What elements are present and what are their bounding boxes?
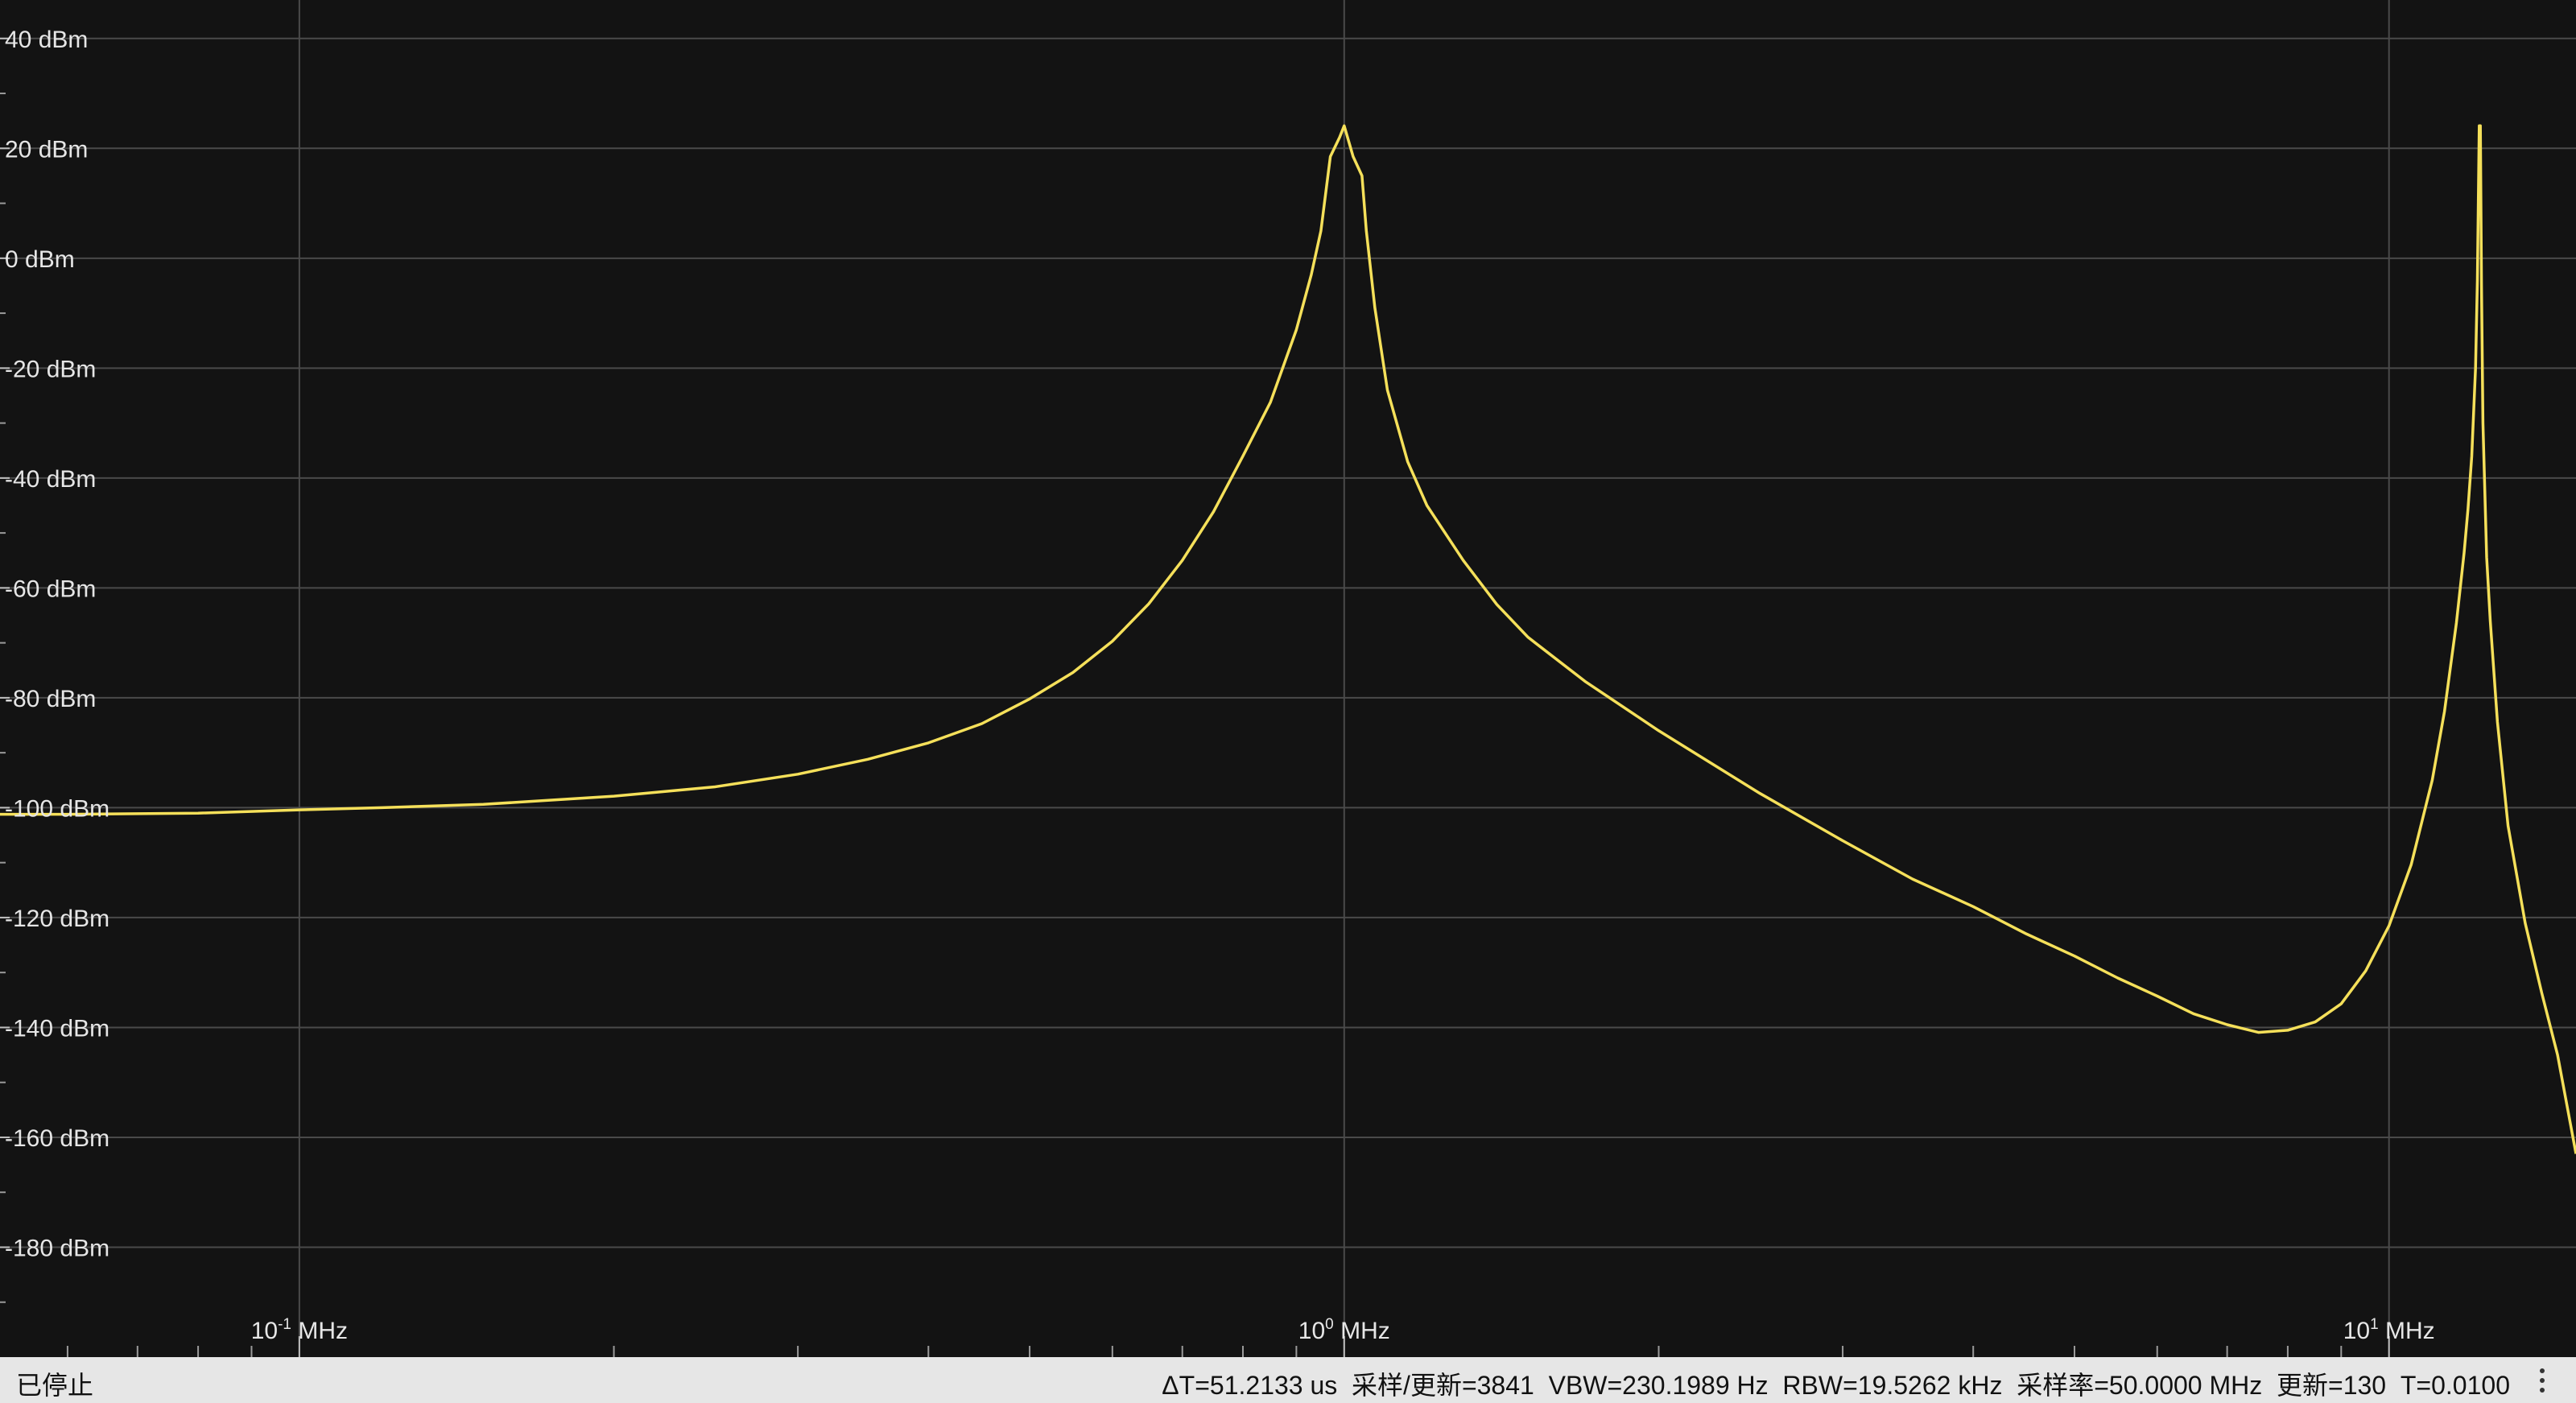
vertical-ellipsis-icon [2540,1378,2545,1383]
y-tick-label: -100 dBm [5,795,109,822]
y-tick-label: 20 dBm [5,136,88,163]
y-tick-label: 40 dBm [5,27,88,53]
y-tick-label: -140 dBm [5,1015,109,1042]
axis-ticks [0,37,2390,1357]
vertical-ellipsis-icon [2540,1388,2545,1393]
x-tick-label: 101 MHz [2343,1316,2435,1344]
plot-background [0,0,2576,1357]
x-tick-label: 100 MHz [1298,1316,1390,1344]
spectrum-trace [0,124,2576,1154]
run-state: 已停止 [16,1371,94,1400]
vertical-ellipsis-icon [2540,1368,2545,1373]
y-tick-label: -120 dBm [5,906,109,932]
spectrum-plot[interactable]: 40 dBm 20 dBm 0 dBm -20 dBm -40 dBm -60 dBm -8… [0,0,2576,1357]
more-options-button[interactable] [2528,1362,2557,1399]
y-tick-label: -60 dBm [5,576,96,602]
y-tick-label: -40 dBm [5,466,96,493]
trace-layer [0,124,2576,1154]
y-tick-label: 0 dBm [5,246,75,273]
y-tick-label: -80 dBm [5,686,96,712]
y-tick-label: -180 dBm [5,1235,109,1261]
measurement-readout: ΔT=51.2133 us 采样/更新=3841 VBW=230.1989 Hz… [1162,1371,2510,1400]
status-bar: 已停止 ΔT=51.2133 us 采样/更新=3841 VBW=230.198… [0,1357,2576,1403]
y-tick-label: -160 dBm [5,1125,109,1152]
axis-labels: 40 dBm 20 dBm 0 dBm -20 dBm -40 dBm -60 dBm -8… [5,27,2435,1344]
x-tick-label: 10-1 MHz [251,1316,348,1344]
grid [0,0,2576,1357]
spectrum-chart[interactable]: 40 dBm 20 dBm 0 dBm -20 dBm -40 dBm -60 dBm -8… [0,0,2576,1357]
y-tick-label: -20 dBm [5,356,96,382]
